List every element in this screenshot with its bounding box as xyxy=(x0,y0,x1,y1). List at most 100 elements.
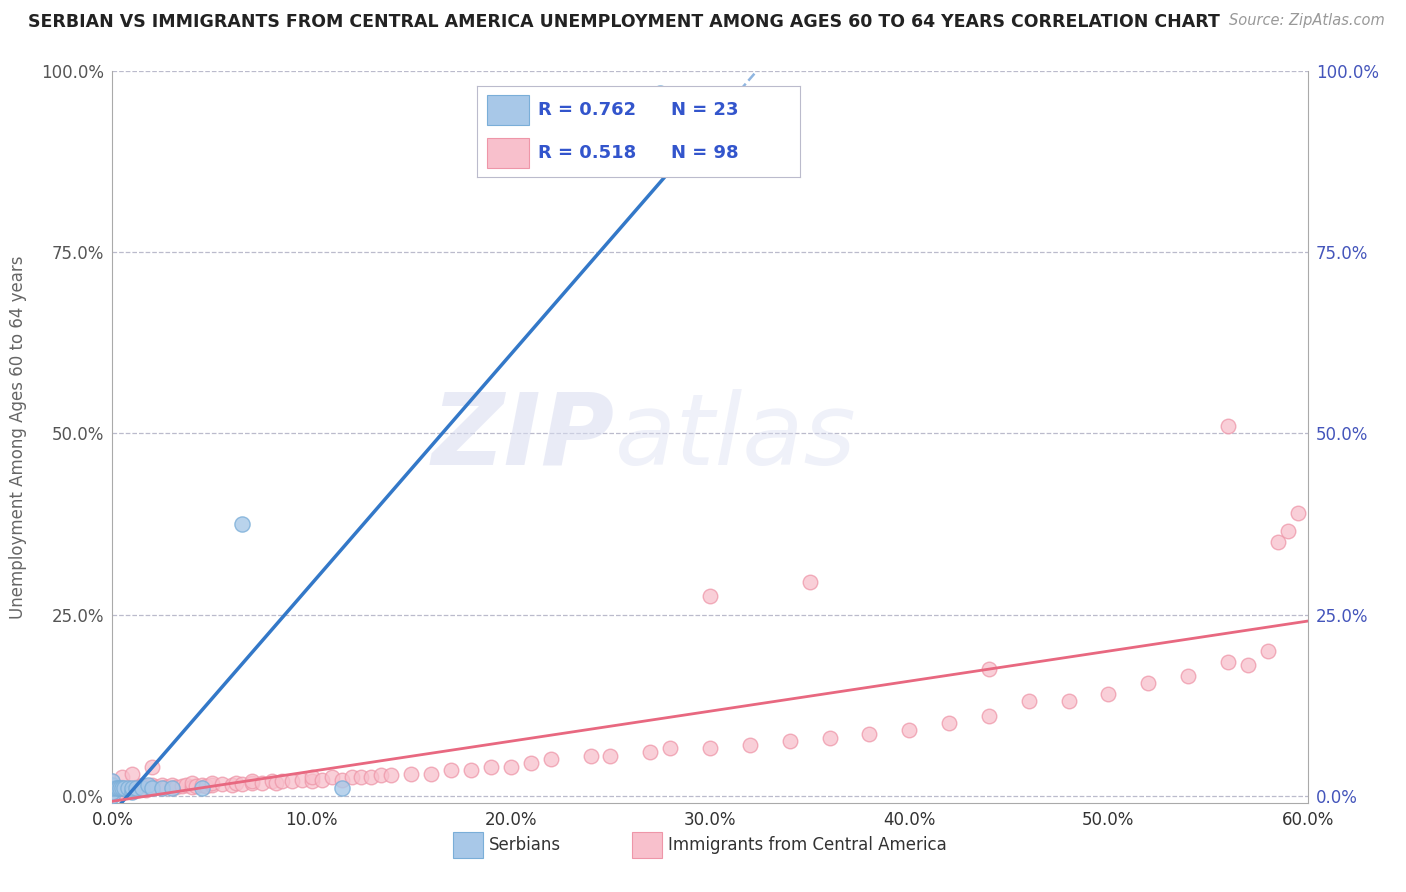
Point xyxy=(135,782,157,797)
Point xyxy=(138,780,160,794)
Point xyxy=(360,771,382,785)
Point xyxy=(117,781,139,796)
Point xyxy=(1286,506,1309,520)
Point xyxy=(138,778,160,792)
Point xyxy=(499,759,522,773)
Point xyxy=(115,782,138,797)
Point xyxy=(121,781,143,796)
Point xyxy=(101,785,124,799)
Point xyxy=(460,763,482,777)
Point xyxy=(1216,419,1239,434)
Point xyxy=(165,780,187,794)
Point xyxy=(117,781,139,796)
Point xyxy=(150,781,173,796)
Point xyxy=(121,783,143,797)
Text: Immigrants from Central America: Immigrants from Central America xyxy=(668,836,948,855)
Point xyxy=(101,785,124,799)
Point xyxy=(101,781,124,796)
Point xyxy=(799,574,821,589)
Point xyxy=(141,781,163,796)
Point xyxy=(260,774,283,789)
Point xyxy=(1267,535,1289,549)
Point xyxy=(201,778,224,792)
Point xyxy=(145,780,167,794)
Point xyxy=(111,771,134,785)
Point xyxy=(107,784,129,798)
Point xyxy=(141,759,163,773)
Point xyxy=(659,741,682,756)
Point xyxy=(101,774,124,789)
Point xyxy=(121,767,143,781)
Point xyxy=(231,777,253,791)
Point xyxy=(380,768,402,782)
Text: atlas: atlas xyxy=(614,389,856,485)
Point xyxy=(121,785,143,799)
Point xyxy=(225,775,247,789)
Point xyxy=(818,731,841,745)
Point xyxy=(181,780,204,794)
Point xyxy=(311,772,333,787)
Point xyxy=(195,779,218,793)
Text: SERBIAN VS IMMIGRANTS FROM CENTRAL AMERICA UNEMPLOYMENT AMONG AGES 60 TO 64 YEAR: SERBIAN VS IMMIGRANTS FROM CENTRAL AMERI… xyxy=(28,13,1220,31)
Point xyxy=(162,781,183,796)
Point xyxy=(270,774,292,789)
Point xyxy=(141,781,163,796)
Point xyxy=(174,778,197,792)
Point xyxy=(281,774,304,789)
Point xyxy=(977,709,1000,723)
Point xyxy=(291,772,314,787)
Point xyxy=(650,86,672,100)
Text: Source: ZipAtlas.com: Source: ZipAtlas.com xyxy=(1229,13,1385,29)
Point xyxy=(1257,644,1279,658)
FancyBboxPatch shape xyxy=(453,832,484,858)
Point xyxy=(520,756,543,770)
Point xyxy=(779,734,801,748)
Point xyxy=(599,748,621,763)
Point xyxy=(250,775,273,789)
Point xyxy=(101,774,124,789)
Point xyxy=(105,783,128,797)
Point xyxy=(699,741,721,756)
Point xyxy=(440,763,463,777)
Point xyxy=(141,778,163,792)
Point xyxy=(231,516,253,531)
Point xyxy=(340,771,363,785)
Text: Serbians: Serbians xyxy=(489,836,561,855)
Text: ZIP: ZIP xyxy=(432,389,614,485)
Point xyxy=(120,782,142,797)
Point xyxy=(640,745,662,759)
Point xyxy=(162,778,183,792)
Point xyxy=(127,782,149,797)
Point xyxy=(114,781,135,796)
Point xyxy=(240,775,263,789)
Point xyxy=(101,789,124,803)
Point xyxy=(110,781,132,796)
Point xyxy=(264,775,287,789)
Point xyxy=(125,781,148,796)
Point xyxy=(201,775,224,789)
Point xyxy=(1018,694,1040,708)
Point xyxy=(330,772,353,787)
Point xyxy=(1216,655,1239,669)
Point xyxy=(321,771,343,785)
Point xyxy=(121,781,143,796)
Point xyxy=(103,782,125,797)
Point xyxy=(540,752,562,766)
Point xyxy=(479,759,502,773)
Point xyxy=(858,727,880,741)
Point xyxy=(699,590,721,604)
Point xyxy=(898,723,921,738)
Point xyxy=(240,774,263,789)
Point xyxy=(101,781,124,796)
Point xyxy=(1057,694,1080,708)
Point xyxy=(150,778,173,792)
Point xyxy=(1237,658,1260,673)
FancyBboxPatch shape xyxy=(633,832,662,858)
Point xyxy=(131,781,153,796)
Point xyxy=(350,771,373,785)
Point xyxy=(977,662,1000,676)
Point xyxy=(191,778,214,792)
Point xyxy=(155,780,177,794)
Point xyxy=(107,781,129,796)
Point xyxy=(181,775,204,789)
